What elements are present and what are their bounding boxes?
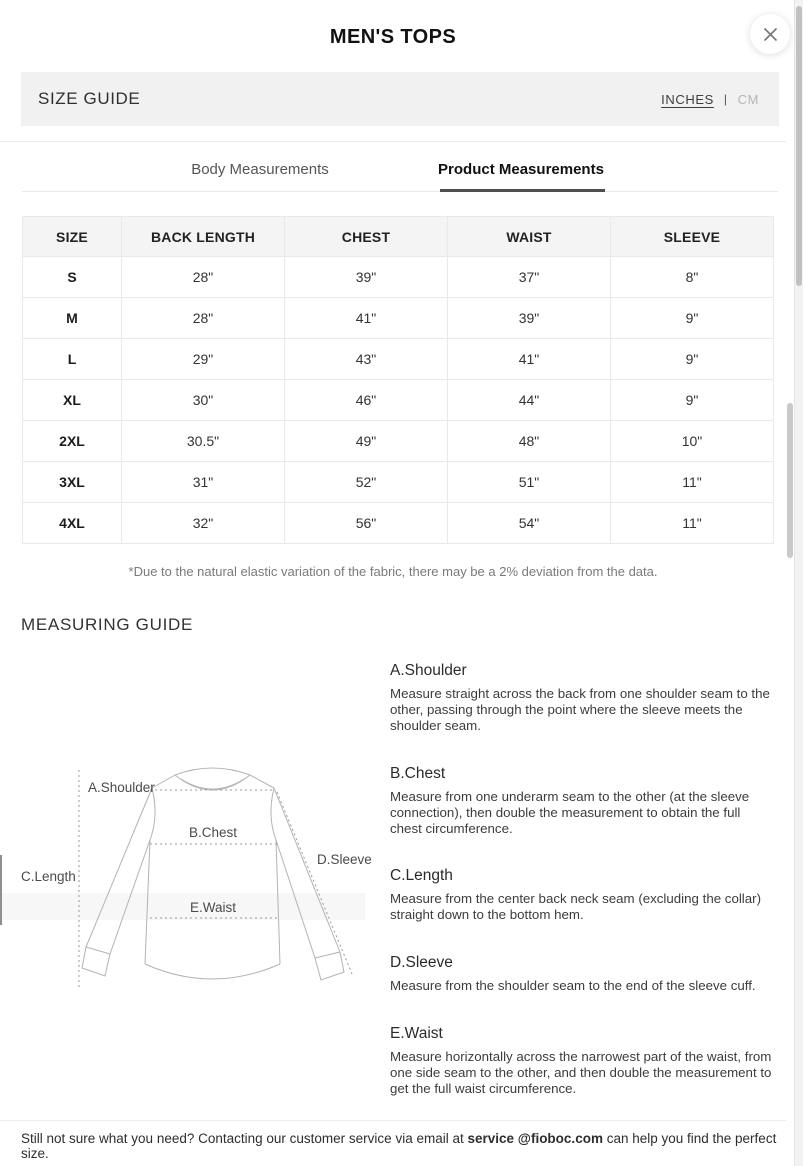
column-header-back-length: BACK LENGTH [121,216,285,257]
diagram-label-length: C.Length [21,869,76,884]
table-footnote: *Due to the natural elastic variation of… [128,564,658,579]
cell-waist: 41" [447,338,611,380]
cell-back-length: 31" [121,461,285,503]
size-guide-bar: SIZE GUIDE INCHES | CM [21,72,779,126]
cell-size: 2XL [22,420,122,462]
cell-sleeve: 9" [610,379,774,421]
cell-back-length: 30" [121,379,285,421]
left-edge-artifact [0,855,2,925]
table-row: S 28" 39" 37" 8" [22,256,774,298]
diagram-label-waist: E.Waist [190,900,236,915]
guide-section-text: Measure from one underarm seam to the ot… [390,789,750,836]
size-guide-label: SIZE GUIDE [38,89,141,108]
guide-section-text: Measure straight across the back from on… [390,686,770,733]
shirt-measurement-diagram: A.Shoulder B.Chest C.Length D.Sleeve E.W… [21,767,372,988]
guide-section-title: E.Waist [390,1025,443,1042]
table-row: 3XL 31" 52" 51" 11" [22,461,774,503]
cell-size: 4XL [22,502,122,544]
tabs-top-divider [0,141,786,142]
cell-sleeve: 11" [610,461,774,503]
cell-size: M [22,297,122,339]
unit-toggle: INCHES | CM [661,92,759,107]
guide-section-text: Measure horizontally across the narrowes… [390,1049,772,1096]
cell-waist: 51" [447,461,611,503]
footer-text-before: Still not sure what you need? Contacting… [21,1131,468,1146]
cell-chest: 39" [284,256,448,298]
cell-back-length: 32" [121,502,285,544]
unit-cm[interactable]: CM [737,91,759,107]
cell-sleeve: 11" [610,502,774,544]
guide-section-chest: B.Chest Measure from one underarm seam t… [390,765,772,837]
table-row: 2XL 30.5" 49" 48" 10" [22,420,774,462]
background-stripe [0,893,365,920]
column-header-size: SIZE [22,216,122,257]
footer-text-after: can help you find the perfect size. [21,1131,777,1161]
table-row: M 28" 41" 39" 9" [22,297,774,339]
guide-section-shoulder: A.Shoulder Measure straight across the b… [390,662,772,734]
cell-sleeve: 8" [610,256,774,298]
page-scrollbar-track[interactable] [794,0,803,1166]
cell-chest: 46" [284,379,448,421]
table-row: XL 30" 46" 44" 9" [22,379,774,421]
size-table: SIZE BACK LENGTH CHEST WAIST SLEEVE S 28… [22,216,774,544]
column-header-chest: CHEST [284,216,448,257]
cell-back-length: 30.5" [121,420,285,462]
cell-chest: 56" [284,502,448,544]
modal-scrollbar-thumb[interactable] [787,403,793,558]
guide-section-title: C.Length [390,867,453,884]
cell-chest: 41" [284,297,448,339]
cell-sleeve: 9" [610,297,774,339]
cell-size: XL [22,379,122,421]
page-title: MEN'S TOPS [329,26,457,48]
cell-back-length: 28" [121,256,285,298]
page-scrollbar-thumb[interactable] [796,6,802,286]
table-header-row: SIZE BACK LENGTH CHEST WAIST SLEEVE [22,216,774,257]
tabs-bottom-divider [22,191,778,192]
cell-size: L [22,338,122,380]
guide-section-waist: E.Waist Measure horizontally across the … [390,1025,772,1097]
guide-section-title: B.Chest [390,765,446,782]
table-row: 4XL 32" 56" 54" 11" [22,502,774,544]
cell-back-length: 29" [121,338,285,380]
cell-size: 3XL [22,461,122,503]
column-header-sleeve: SLEEVE [610,216,774,257]
guide-section-text: Measure from the center back neck seam (… [390,891,762,922]
measuring-guide-heading: MEASURING GUIDE [21,615,194,634]
cell-waist: 54" [447,502,611,544]
cell-sleeve: 10" [610,420,774,462]
guide-section-title: D.Sleeve [390,954,453,971]
cell-waist: 39" [447,297,611,339]
footer-divider [0,1120,786,1121]
cell-sleeve: 9" [610,338,774,380]
cell-waist: 44" [447,379,611,421]
active-tab-underline [440,189,605,192]
cell-size: S [22,256,122,298]
footer-text: Still not sure what you need? Contacting… [21,1131,779,1161]
close-icon [762,26,779,43]
guide-section-title: A.Shoulder [390,662,467,679]
cell-chest: 52" [284,461,448,503]
unit-separator: | [723,92,728,106]
guide-section-sleeve: D.Sleeve Measure from the shoulder seam … [390,954,772,994]
guide-section-text: Measure from the shoulder seam to the en… [390,978,756,993]
cell-waist: 37" [447,256,611,298]
cell-back-length: 28" [121,297,285,339]
diagram-label-chest: B.Chest [189,825,237,840]
tab-body-measurements[interactable]: Body Measurements [191,161,329,178]
close-button[interactable] [750,14,790,54]
diagram-label-sleeve: D.Sleeve [317,852,372,867]
diagram-label-shoulder: A.Shoulder [88,780,155,795]
guide-section-length: C.Length Measure from the center back ne… [390,867,772,923]
customer-service-email[interactable]: service @fioboc.com [467,1131,603,1146]
sleeve-measure-line [276,791,353,975]
table-row: L 29" 43" 41" 9" [22,338,774,380]
cell-chest: 49" [284,420,448,462]
column-header-waist: WAIST [447,216,611,257]
cell-waist: 48" [447,420,611,462]
tab-product-measurements[interactable]: Product Measurements [438,161,604,178]
cell-chest: 43" [284,338,448,380]
unit-inches[interactable]: INCHES [661,91,714,107]
